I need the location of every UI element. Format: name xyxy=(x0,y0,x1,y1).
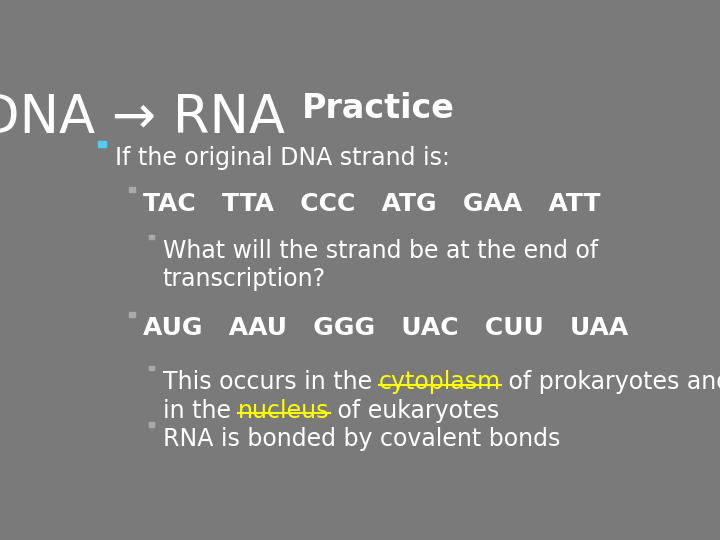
Text: transcription?: transcription? xyxy=(163,267,325,291)
Text: nucleus: nucleus xyxy=(238,399,330,423)
Text: in the: in the xyxy=(163,399,238,423)
Text: What will the strand be at the end of: What will the strand be at the end of xyxy=(163,239,598,264)
Bar xyxy=(129,187,135,192)
Text: Practice: Practice xyxy=(302,92,455,125)
Bar xyxy=(129,312,135,316)
Bar xyxy=(148,366,154,370)
Text: If the original DNA strand is:: If the original DNA strand is: xyxy=(115,146,450,170)
Text: TAC   TTA   CCC   ATG   GAA   ATT: TAC TTA CCC ATG GAA ATT xyxy=(143,192,600,215)
Text: This occurs in the: This occurs in the xyxy=(163,370,379,394)
Bar xyxy=(99,141,106,147)
Text: of prokaryotes and: of prokaryotes and xyxy=(501,370,720,394)
Bar xyxy=(148,422,154,427)
Text: AUG   AAU   GGG   UAC   CUU   UAA: AUG AAU GGG UAC CUU UAA xyxy=(143,316,629,340)
Text: RNA is bonded by covalent bonds: RNA is bonded by covalent bonds xyxy=(163,427,560,450)
Text: DNA → RNA: DNA → RNA xyxy=(0,92,302,144)
Text: of eukaryotes: of eukaryotes xyxy=(330,399,499,423)
Bar xyxy=(148,235,154,239)
Text: cytoplasm: cytoplasm xyxy=(379,370,501,394)
